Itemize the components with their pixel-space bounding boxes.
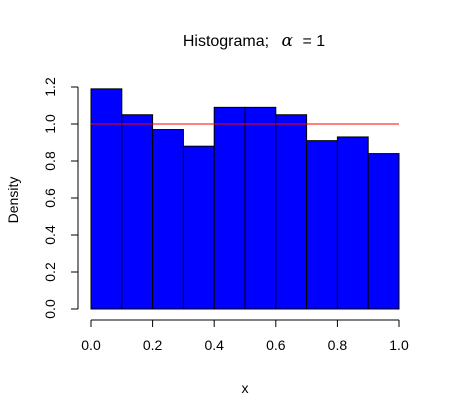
histogram-bar	[244, 106, 277, 310]
x-tick-label: 0.0	[81, 337, 101, 353]
x-axis: 0.0 0.2 0.4 0.6 0.8 1.0	[81, 319, 409, 353]
x-tick-label: 0.4	[204, 337, 224, 353]
x-tick-label: 0.2	[143, 337, 163, 353]
y-tick-label: 0.0	[42, 299, 58, 319]
bars-group	[90, 88, 400, 310]
chart-title: Histograma; α = 1	[183, 31, 325, 51]
histogram-bar	[182, 145, 215, 310]
chart-title-suffix: = 1	[302, 33, 325, 50]
histogram-bar	[306, 140, 338, 310]
x-tick-label: 0.8	[328, 337, 348, 353]
y-axis-label: Density	[5, 177, 21, 224]
y-tick-label: 0.2	[42, 262, 58, 282]
chart-title-prefix: Histograma;	[183, 33, 269, 50]
histogram-bar	[336, 136, 369, 310]
histogram-bar	[367, 153, 400, 310]
y-tick-label: 0.8	[42, 151, 58, 171]
x-tick-label: 0.6	[266, 337, 286, 353]
y-axis: 0.0 0.2 0.4 0.6 0.8 1.0 1.2	[42, 77, 79, 319]
chart-title-alpha: α	[282, 31, 294, 51]
histogram-bar	[121, 114, 154, 310]
histogram-bar	[90, 88, 123, 310]
y-tick-label: 1.2	[42, 77, 58, 97]
y-tick-label: 0.4	[42, 225, 58, 245]
y-tick-label: 0.6	[42, 188, 58, 208]
y-tick-label: 1.0	[42, 114, 58, 134]
histogram-bar	[152, 129, 184, 310]
histogram-bar	[213, 106, 246, 310]
x-axis-label: x	[242, 380, 249, 396]
histogram-bar	[275, 114, 308, 310]
x-tick-label: 1.0	[389, 337, 409, 353]
